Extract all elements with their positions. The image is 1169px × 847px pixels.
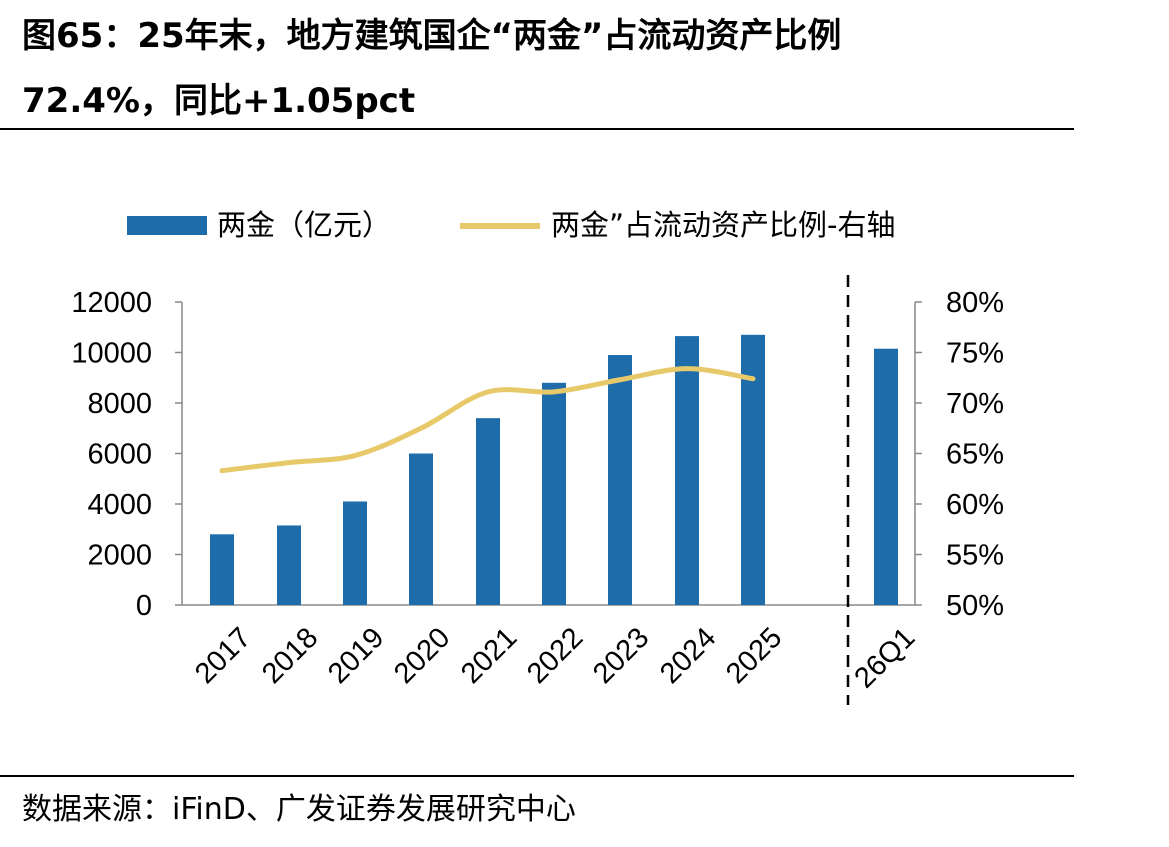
top-divider: [0, 128, 1074, 130]
right-axis-tick-label: 80%: [946, 287, 1004, 319]
bar-2017: [210, 534, 234, 605]
chart-title-line2: 72.4%，同比+1.05pct: [22, 81, 416, 121]
left-axis-tick-label: 10000: [71, 338, 152, 370]
right-axis-tick-label: 65%: [946, 439, 1004, 471]
left-axis-tick-label: 2000: [87, 540, 152, 572]
legend-bar-swatch: [127, 216, 207, 235]
bar-2024: [675, 336, 699, 605]
legend-bar-label: 两金（亿元）: [217, 208, 391, 242]
x-axis-label-26Q1: 26Q1: [849, 622, 922, 695]
x-axis-label-2024: 2024: [654, 622, 722, 690]
chart-title-line1: 图65：25年末，地方建筑国企“两金”占流动资产比例: [22, 16, 842, 56]
right-axis-tick-label: 70%: [946, 388, 1004, 420]
x-axis-label-2017: 2017: [189, 622, 257, 690]
right-axis-tick-label: 75%: [946, 338, 1004, 370]
right-axis-tick-label: 50%: [946, 590, 1004, 622]
x-axis-label-2023: 2023: [587, 622, 655, 690]
x-axis-label-2021: 2021: [455, 622, 523, 690]
source-note: 数据来源：iFinD、广发证券发展研究中心: [22, 792, 576, 827]
x-axis-label-2025: 2025: [720, 622, 788, 690]
bar-2019: [343, 501, 367, 605]
right-axis-tick-label: 60%: [946, 489, 1004, 521]
bar-2022: [542, 382, 566, 605]
right-axis-tick-label: 55%: [946, 540, 1004, 572]
left-axis-tick-label: 8000: [87, 388, 152, 420]
left-axis-tick-label: 12000: [71, 287, 152, 319]
bar-2021: [476, 418, 500, 605]
bar-26Q1: [874, 348, 898, 605]
bottom-divider: [0, 775, 1074, 777]
legend: 两金（亿元） 两金”占流动资产比例-右轴: [127, 208, 896, 242]
left-axis-tick-label: 6000: [87, 439, 152, 471]
bar-2020: [409, 453, 433, 605]
x-axis-label-2019: 2019: [322, 622, 390, 690]
left-axis-tick-label: 4000: [87, 489, 152, 521]
bar-2023: [608, 355, 632, 605]
x-axis-label-2022: 2022: [521, 622, 589, 690]
left-axis-tick-label: 0: [136, 590, 152, 622]
chart-title: 图65：25年末，地方建筑国企“两金”占流动资产比例 72.4%，同比+1.05…: [22, 4, 1082, 134]
x-axis-label-2020: 2020: [388, 622, 456, 690]
legend-line-label: 两金”占流动资产比例-右轴: [551, 208, 896, 242]
bar-2018: [277, 525, 301, 605]
x-axis-label-2018: 2018: [256, 622, 324, 690]
